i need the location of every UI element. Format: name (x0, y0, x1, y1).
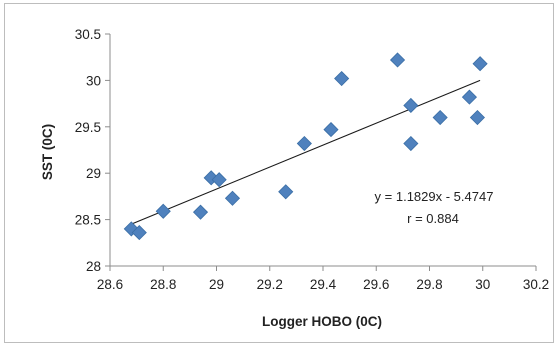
chart-frame (4, 3, 554, 343)
data-point (323, 122, 339, 138)
x-tick-label: 29.2 (257, 277, 283, 292)
x-tick-label: 28.6 (97, 277, 123, 292)
data-point (461, 89, 478, 105)
data-point (469, 109, 485, 126)
data-point (432, 109, 448, 126)
data-point (296, 135, 312, 152)
data-point (403, 135, 419, 152)
trendline-equation: y = 1.1829x - 5.4747 (375, 189, 494, 204)
data-point (155, 203, 171, 219)
trendline-group (128, 79, 481, 226)
data-points (123, 52, 488, 241)
y-tick-label: 30 (86, 73, 101, 88)
y-tick-label: 29.5 (75, 120, 101, 135)
y-tick-label: 30.5 (75, 27, 101, 42)
x-tick-label: 29.4 (310, 277, 337, 292)
y-tick-label: 29 (86, 166, 101, 181)
data-point (334, 70, 350, 87)
x-tick-label: 28.8 (150, 277, 176, 292)
data-point (472, 56, 488, 72)
x-tick-label: 30.2 (523, 277, 549, 292)
data-point (389, 52, 406, 68)
x-tick-label: 29 (209, 277, 224, 292)
data-point (131, 225, 147, 241)
correlation-label: r = 0.884 (407, 211, 459, 226)
data-point (224, 190, 241, 206)
axes (105, 33, 537, 271)
y-axis-title: SST (0C) (40, 124, 55, 180)
x-axis-title: Logger HOBO (0C) (262, 314, 382, 329)
data-point (211, 172, 227, 188)
data-point (192, 204, 209, 220)
y-tick-label: 28.5 (75, 213, 101, 228)
x-tick-label: 29.8 (416, 277, 442, 292)
trendline (128, 79, 481, 226)
x-tick-label: 29.6 (363, 277, 389, 292)
data-point (403, 97, 419, 114)
tick-labels: 28 28.5 29 29.5 30 30.5 28.6 28.8 29 29.2 29.4 29.6… (75, 27, 549, 292)
x-tick-label: 30 (475, 277, 490, 292)
y-tick-label: 28 (86, 259, 101, 274)
data-point (278, 184, 294, 200)
